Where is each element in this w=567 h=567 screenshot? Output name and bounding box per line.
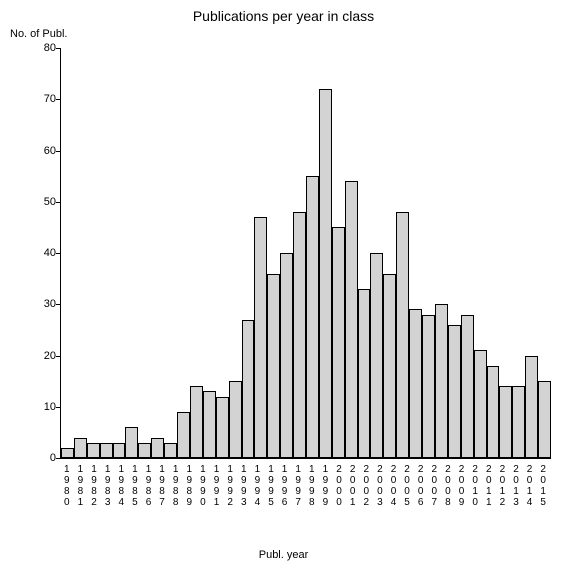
x-tick-label: 1993 (241, 464, 247, 508)
y-tick-label: 0 (21, 452, 56, 464)
bar (358, 289, 371, 458)
x-tick-label: 1987 (159, 464, 165, 508)
x-tick-label: 2014 (527, 464, 533, 508)
bar (190, 386, 203, 458)
bar (74, 438, 87, 459)
x-tick-label: 1994 (255, 464, 261, 508)
y-tick-mark (56, 407, 61, 408)
bar (538, 381, 551, 458)
bar (461, 315, 474, 459)
y-tick-label: 10 (21, 401, 56, 413)
bar (409, 309, 422, 458)
y-tick-label: 70 (21, 93, 56, 105)
y-tick-label: 30 (21, 298, 56, 310)
x-tick-label: 1981 (78, 464, 84, 508)
y-tick-mark (56, 458, 61, 459)
bar (487, 366, 500, 458)
x-tick-label: 2003 (377, 464, 383, 508)
x-tick-label: 2005 (404, 464, 410, 508)
bar (254, 217, 267, 458)
bar (242, 320, 255, 458)
y-tick-label: 40 (21, 247, 56, 259)
y-tick-mark (56, 99, 61, 100)
x-tick-label: 2002 (363, 464, 369, 508)
bar (422, 315, 435, 459)
x-tick-label: 1988 (173, 464, 179, 508)
x-tick-label: 1991 (214, 464, 220, 508)
bar (319, 89, 332, 458)
x-tick-label: 1995 (268, 464, 274, 508)
bar (512, 386, 525, 458)
x-tick-label: 2006 (418, 464, 424, 508)
bar (332, 227, 345, 458)
x-tick-label: 1983 (105, 464, 111, 508)
x-tick-label: 2001 (350, 464, 356, 508)
x-tick-label: 1985 (132, 464, 138, 508)
bar (87, 443, 100, 458)
bar (164, 443, 177, 458)
y-tick-label: 80 (21, 42, 56, 54)
bar (345, 181, 358, 458)
bar (203, 391, 216, 458)
bar (383, 274, 396, 459)
bar (100, 443, 113, 458)
bar (293, 212, 306, 458)
plot-area: 01020304050607080 (60, 48, 551, 459)
bar (370, 253, 383, 458)
bar (151, 438, 164, 459)
bar (61, 448, 74, 458)
x-tick-label: 1986 (146, 464, 152, 508)
bar (216, 397, 229, 459)
bar (138, 443, 151, 458)
x-tick-label: 2015 (540, 464, 546, 508)
bar (229, 381, 242, 458)
x-tick-label: 1998 (309, 464, 315, 508)
x-tick-label: 2009 (459, 464, 465, 508)
bar (267, 274, 280, 459)
x-tick-label: 1999 (323, 464, 329, 508)
x-tick-label: 1996 (282, 464, 288, 508)
x-tick-label: 1980 (64, 464, 70, 508)
bar (113, 443, 126, 458)
y-tick-mark (56, 304, 61, 305)
bar (396, 212, 409, 458)
x-tick-label: 1992 (227, 464, 233, 508)
bar (474, 350, 487, 458)
y-axis-label: No. of Publ. (10, 28, 67, 40)
x-axis-label: Publ. year (0, 549, 567, 561)
chart-container: Publications per year in class No. of Pu… (0, 0, 567, 567)
x-tick-label: 2013 (513, 464, 519, 508)
y-tick-mark (56, 253, 61, 254)
bar (499, 386, 512, 458)
bar (177, 412, 190, 458)
x-tick-label: 2011 (486, 464, 492, 508)
bar (435, 304, 448, 458)
y-tick-label: 60 (21, 145, 56, 157)
y-tick-mark (56, 356, 61, 357)
x-tick-label: 1997 (295, 464, 301, 508)
bar (306, 176, 319, 458)
x-tick-label: 1990 (200, 464, 206, 508)
x-tick-label: 2007 (432, 464, 438, 508)
x-tick-label: 1989 (187, 464, 193, 508)
y-tick-mark (56, 202, 61, 203)
x-tick-label: 2008 (445, 464, 451, 508)
x-tick-label: 2010 (472, 464, 478, 508)
y-tick-mark (56, 151, 61, 152)
y-tick-label: 20 (21, 350, 56, 362)
x-tick-label: 2000 (336, 464, 342, 508)
y-tick-mark (56, 48, 61, 49)
chart-title: Publications per year in class (0, 8, 567, 24)
x-tick-label: 1982 (91, 464, 97, 508)
x-tick-label: 1984 (118, 464, 124, 508)
bar (125, 427, 138, 458)
x-tick-label: 2004 (391, 464, 397, 508)
x-tick-label: 2012 (500, 464, 506, 508)
bar (280, 253, 293, 458)
y-tick-label: 50 (21, 196, 56, 208)
bar (448, 325, 461, 458)
bar (525, 356, 538, 459)
